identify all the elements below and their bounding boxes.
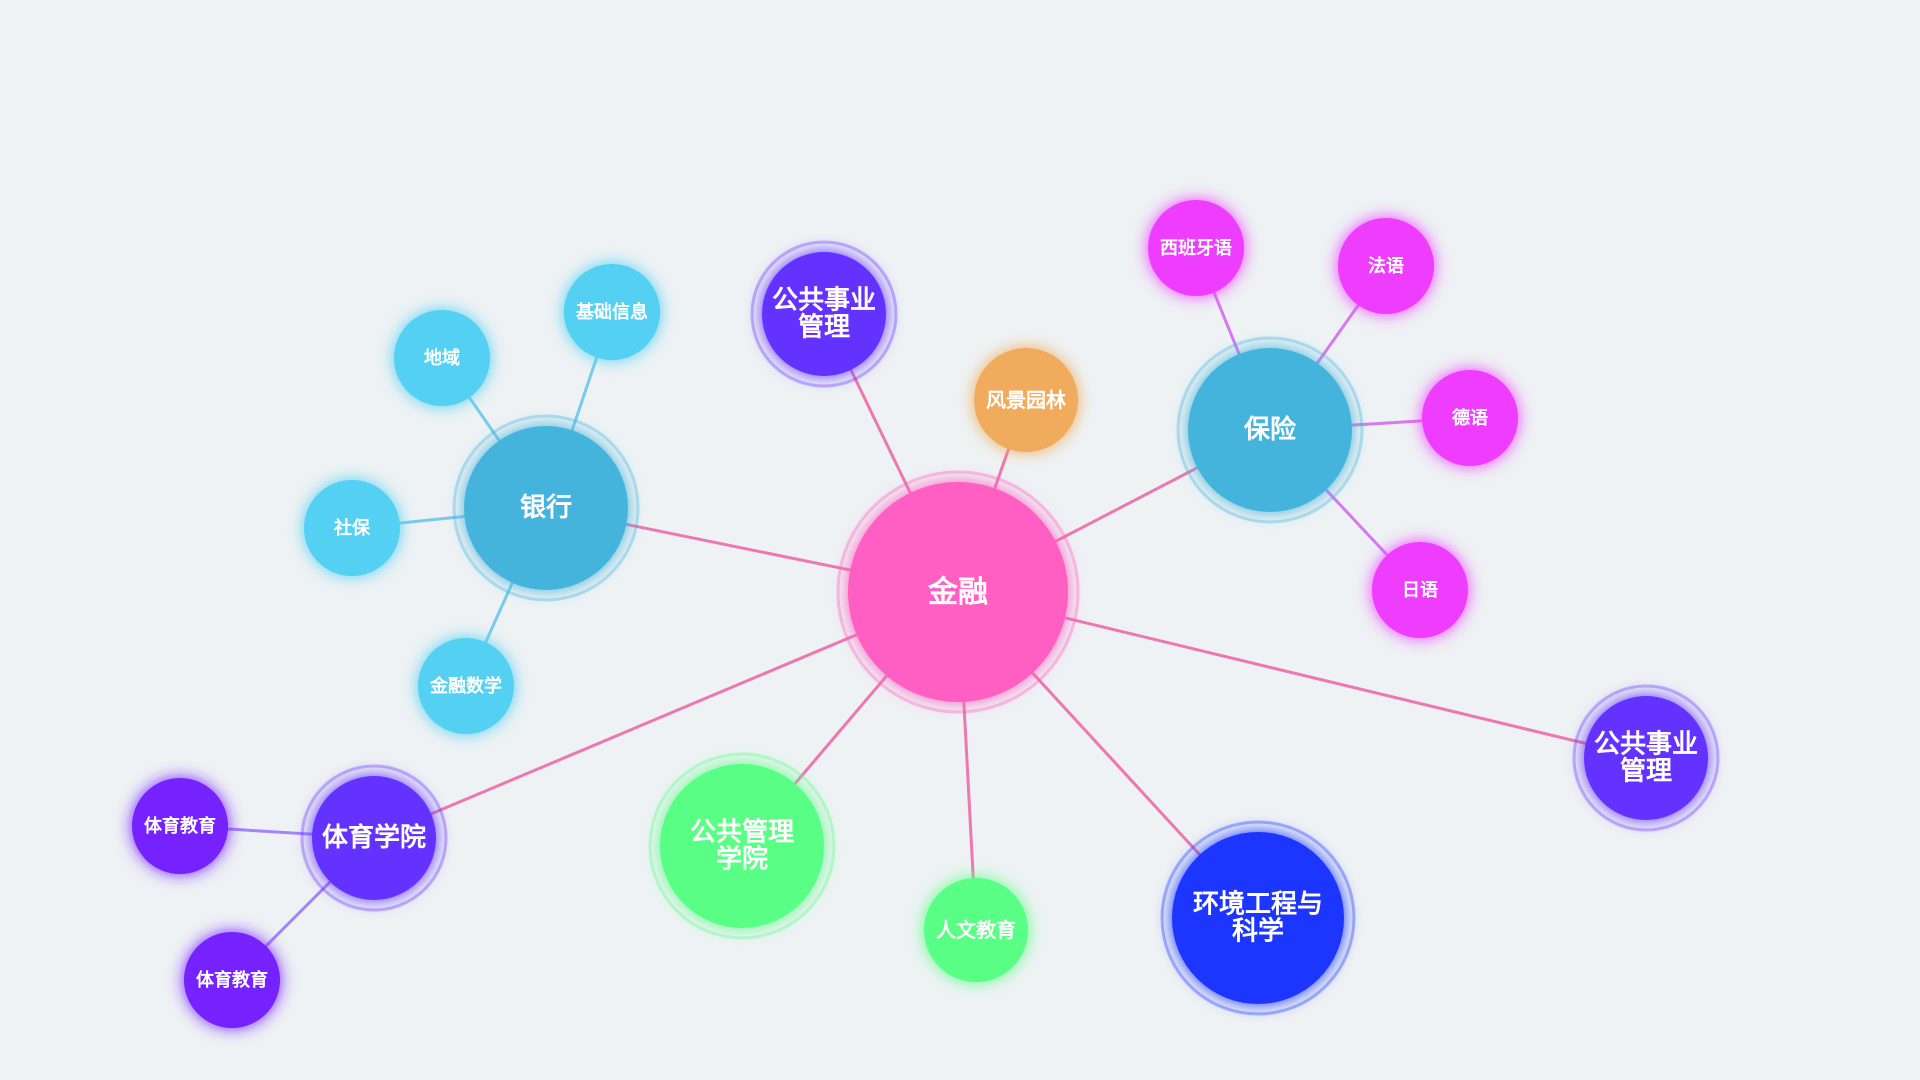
node-circle [762, 252, 886, 376]
node-ring [836, 470, 1080, 714]
node-shebao[interactable]: 社保 [304, 480, 400, 576]
node-label: 德语 [1452, 407, 1488, 429]
node-jinrong[interactable]: 金融 [836, 470, 1080, 714]
node-label: 银行 [520, 492, 572, 523]
node-circle [1372, 542, 1468, 638]
node-jinrongshuxue[interactable]: 金融数学 [418, 638, 514, 734]
node-gonggong1[interactable]: 公共事业管理 [750, 240, 898, 388]
node-label: 体育学院 [322, 822, 426, 853]
node-circle [132, 778, 228, 874]
node-label: 体育教育 [144, 815, 216, 837]
node-circle [848, 482, 1068, 702]
node-label: 社保 [334, 517, 371, 539]
node-diyu[interactable]: 地域 [394, 310, 490, 406]
node-circle [1338, 218, 1434, 314]
node-circle [924, 878, 1028, 982]
node-renwen[interactable]: 人文教育 [924, 878, 1028, 982]
nodes-layer: 金融银行保险体育学院公共事业管理公共事业管理风景园林公共管理学院人文教育环境工程… [132, 200, 1720, 1028]
node-circle [418, 638, 514, 734]
node-ring [452, 414, 640, 602]
node-label: 基础信息 [575, 301, 648, 323]
node-circle [304, 480, 400, 576]
node-riyu[interactable]: 日语 [1372, 542, 1468, 638]
node-circle [464, 426, 628, 590]
node-label: 人文教育 [936, 918, 1016, 942]
node-label: 公共事业管理 [772, 285, 876, 342]
node-baoxian[interactable]: 保险 [1176, 336, 1364, 524]
node-label: 法语 [1368, 255, 1404, 277]
node-label: 环境工程与科学 [1193, 888, 1323, 946]
node-label: 地域 [424, 347, 460, 369]
node-ring [1176, 336, 1364, 524]
node-ring [300, 764, 448, 912]
node-circle [974, 348, 1078, 452]
node-label: 金融 [927, 575, 988, 610]
node-label: 公共管理学院 [690, 817, 794, 874]
node-fengjing[interactable]: 风景园林 [974, 348, 1078, 452]
node-gongguan[interactable]: 公共管理学院 [648, 752, 836, 940]
node-deyu[interactable]: 德语 [1422, 370, 1518, 466]
node-tiyujiaoyu2[interactable]: 体育教育 [184, 932, 280, 1028]
node-circle [1584, 696, 1708, 820]
node-jichu[interactable]: 基础信息 [564, 264, 660, 360]
node-yinhang[interactable]: 银行 [452, 414, 640, 602]
node-circle [312, 776, 436, 900]
node-ring [750, 240, 898, 388]
node-fayu[interactable]: 法语 [1338, 218, 1434, 314]
edge-jinrong-gonggong2 [957, 590, 1647, 760]
node-label: 金融数学 [429, 675, 502, 697]
node-circle [564, 264, 660, 360]
node-circle [1148, 200, 1244, 296]
node-label: 公共事业管理 [1594, 729, 1698, 786]
node-xibanya[interactable]: 西班牙语 [1148, 200, 1244, 296]
node-circle [1422, 370, 1518, 466]
node-ring [1572, 684, 1720, 832]
node-label: 风景园林 [986, 388, 1066, 412]
node-circle [184, 932, 280, 1028]
node-gonggong2[interactable]: 公共事业管理 [1572, 684, 1720, 832]
node-tiyujiaoyu1[interactable]: 体育教育 [132, 778, 228, 874]
node-circle [1188, 348, 1352, 512]
node-circle [1172, 832, 1344, 1004]
node-label: 西班牙语 [1160, 238, 1232, 259]
node-label: 日语 [1402, 580, 1438, 601]
node-circle [660, 764, 824, 928]
node-label: 保险 [1243, 414, 1297, 445]
node-label: 体育教育 [196, 969, 268, 991]
node-tiyuxueyuan[interactable]: 体育学院 [300, 764, 448, 912]
node-huanjing[interactable]: 环境工程与科学 [1160, 820, 1356, 1016]
node-ring [648, 752, 836, 940]
node-circle [394, 310, 490, 406]
node-ring [1160, 820, 1356, 1016]
